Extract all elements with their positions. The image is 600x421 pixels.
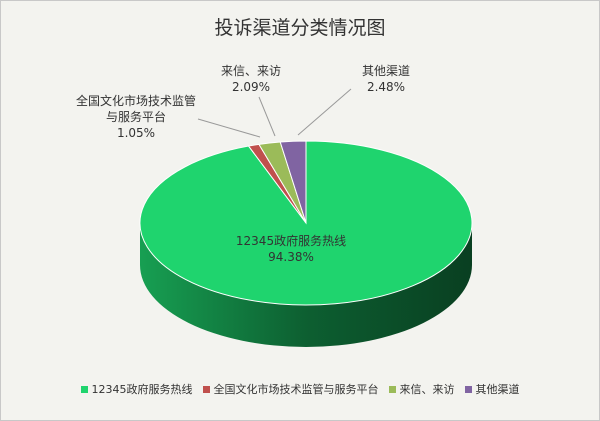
slice	[279, 140, 307, 224]
legend-label: 其他渠道	[475, 383, 520, 396]
leader-line	[297, 88, 352, 136]
value-label: 2.48%	[366, 80, 406, 94]
value-label: 94.38%	[268, 250, 314, 264]
leader-line	[258, 96, 276, 137]
data-label: 来信、来访 2.09%	[216, 63, 286, 95]
legend-item: 12345政府服务热线	[80, 381, 193, 397]
legend-label: 来信、来访	[399, 383, 455, 396]
value-label: 1.05%	[116, 126, 156, 140]
category-label: 12345政府服务热线	[235, 234, 347, 248]
leader-line	[197, 118, 261, 138]
legend-item: 其他渠道	[464, 381, 520, 397]
category-label: 来信、来访	[220, 64, 281, 78]
chart-title: 投诉渠道分类情况图	[214, 17, 386, 39]
legend: 12345政府服务热线 全国文化市场技术监管与服务平台 来信、来访 其他渠道	[1, 381, 599, 397]
data-label: 其他渠道 2.48%	[346, 63, 426, 95]
legend-swatch	[80, 385, 88, 393]
data-label: 12345政府服务热线 94.38%	[216, 233, 366, 265]
legend-label: 全国文化市场技术监管与服务平台	[213, 383, 379, 396]
legend-item: 全国文化市场技术监管与服务平台	[202, 381, 379, 397]
data-label: 全国文化市场技术监管与服务平台 1.05%	[71, 93, 201, 141]
legend-swatch	[388, 385, 396, 393]
legend-swatch	[464, 385, 472, 393]
legend-label: 12345政府服务热线	[91, 383, 193, 396]
category-label: 其他渠道	[361, 64, 410, 78]
legend-item: 来信、来访	[388, 381, 455, 397]
legend-swatch	[202, 385, 210, 393]
value-label: 2.09%	[231, 80, 271, 94]
slice-side	[140, 223, 472, 347]
category-label: 全国文化市场技术监管与服务平台	[75, 94, 196, 124]
slice-top	[279, 140, 307, 224]
